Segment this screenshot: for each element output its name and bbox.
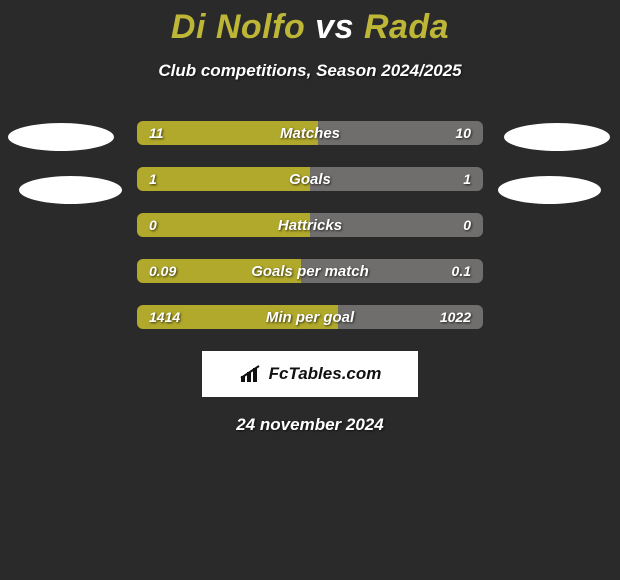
stat-bar-left: [137, 213, 310, 237]
stat-bar: [137, 121, 483, 145]
stat-bar: [137, 305, 483, 329]
stat-row: 0.090.1Goals per match: [137, 259, 483, 283]
decorative-ellipse: [8, 123, 114, 151]
decorative-ellipse: [498, 176, 601, 204]
subtitle: Club competitions, Season 2024/2025: [0, 61, 620, 81]
stat-bar-left: [137, 305, 338, 329]
stat-bar: [137, 213, 483, 237]
stat-bar-right: [318, 121, 483, 145]
stat-bar-right: [310, 213, 483, 237]
page-title: Di Nolfo vs Rada: [0, 0, 620, 47]
comparison-infographic: Di Nolfo vs Rada Club competitions, Seas…: [0, 0, 620, 580]
snapshot-date: 24 november 2024: [0, 415, 620, 435]
stat-bar: [137, 259, 483, 283]
stat-bar-left: [137, 167, 310, 191]
stat-row: 00Hattricks: [137, 213, 483, 237]
stat-bar-left: [137, 259, 301, 283]
fctables-logo: FcTables.com: [202, 351, 418, 397]
vs-label: vs: [315, 8, 354, 46]
stat-row: 1110Matches: [137, 121, 483, 145]
player2-name: Rada: [364, 8, 449, 46]
stat-rows: 1110Matches 11Goals 00Hattricks 0.090.1Goal…: [0, 121, 620, 329]
bar-chart-icon: [239, 364, 265, 384]
stat-bar: [137, 167, 483, 191]
decorative-ellipse: [19, 176, 122, 204]
stat-bar-left: [137, 121, 318, 145]
stat-bar-right: [310, 167, 483, 191]
logo-text: FcTables.com: [269, 364, 382, 384]
stat-bar-right: [338, 305, 483, 329]
stat-bar-right: [301, 259, 483, 283]
player1-name: Di Nolfo: [171, 8, 305, 46]
stat-row: 11Goals: [137, 167, 483, 191]
stat-row: 14141022Min per goal: [137, 305, 483, 329]
decorative-ellipse: [504, 123, 610, 151]
